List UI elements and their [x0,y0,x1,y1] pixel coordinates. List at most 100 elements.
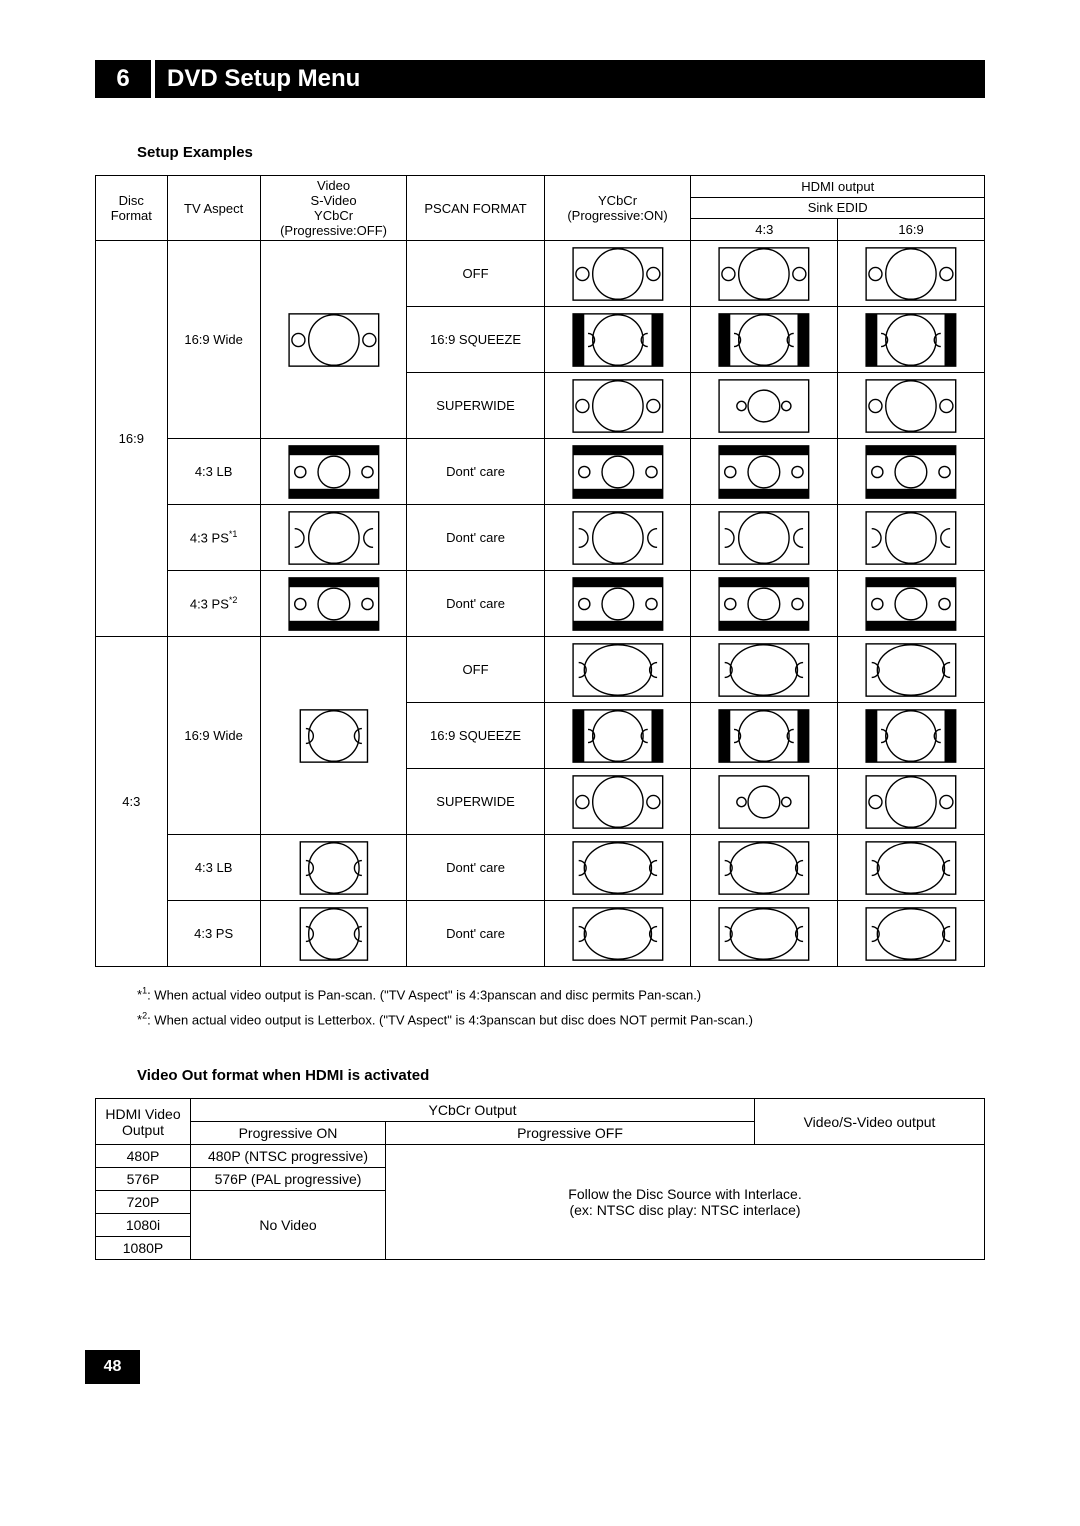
disc-169: 16:9 [96,241,168,637]
pon-576: 576P (PAL progressive) [191,1168,386,1191]
fn2-text: : When actual video output is Letterbox.… [147,1012,753,1027]
row-480p: 480P [96,1145,191,1168]
diag [838,307,985,373]
scene-icon [842,378,980,434]
scene-icon [265,576,403,632]
pscan-squeeze: 16:9 SQUEEZE [407,307,544,373]
setup-examples-table: Disc Format TV Aspect Video S-Video YCbC… [95,175,985,967]
chapter-title: DVD Setup Menu [155,65,360,93]
scene-icon [842,576,980,632]
th-pon: Progressive ON [191,1122,386,1145]
scene-icon [549,576,687,632]
pscan-off: OFF [407,241,544,307]
page-number: 48 [85,1350,140,1384]
chapter-number: 6 [95,60,155,98]
pscan-dc: Dont' care [407,835,544,901]
aspect-169wide-b: 16:9 Wide [167,637,260,835]
scene-icon [842,774,980,830]
scene-icon [695,840,833,896]
diag [544,241,691,307]
pscan-dc: Dont' care [407,505,544,571]
scene-icon [265,312,403,368]
pscan-dc: Dont' care [407,439,544,505]
row-576p: 576P [96,1168,191,1191]
pscan-superwide: SUPERWIDE [407,769,544,835]
pon-novideo: No Video [191,1191,386,1260]
th-43: 4:3 [691,219,838,241]
scene-icon [549,642,687,698]
diag [260,835,407,901]
row-720p: 720P [96,1191,191,1214]
pscan-dc: Dont' care [407,571,544,637]
scene-icon [695,246,833,302]
th-video: Video S-Video YCbCr (Progressive:OFF) [260,176,407,241]
diag [544,505,691,571]
scene-icon [549,444,687,500]
diag [838,241,985,307]
diag [691,835,838,901]
scene-icon [549,378,687,434]
aspect-43ps-b: 4:3 PS [167,901,260,967]
diag [260,637,407,835]
scene-icon [549,510,687,566]
scene-icon [842,708,980,764]
row-1080p: 1080P [96,1237,191,1260]
diag [544,373,691,439]
follow-cell: Follow the Disc Source with Interlace. (… [386,1145,985,1260]
diag [691,571,838,637]
aspect-43lb-b: 4:3 LB [167,835,260,901]
diag [544,307,691,373]
scene-icon [549,246,687,302]
disc-43: 4:3 [96,637,168,967]
scene-icon [549,774,687,830]
th-vs-out: Video/S-Video output [755,1099,985,1145]
diag [838,571,985,637]
scene-icon [695,642,833,698]
scene-icon [549,840,687,896]
diag [544,769,691,835]
diag [260,571,407,637]
pscan-superwide: SUPERWIDE [407,373,544,439]
diag [260,241,407,439]
diag [838,835,985,901]
scene-icon [695,576,833,632]
section-setup-examples: Setup Examples [137,144,985,161]
diag [544,703,691,769]
diag [260,439,407,505]
scene-icon [549,906,687,962]
th-ycbcr-out: YCbCr Output [191,1099,755,1122]
th-pscan: PSCAN FORMAT [407,176,544,241]
th-disc: Disc Format [96,176,168,241]
scene-icon [265,906,403,962]
diag [691,769,838,835]
diag [260,901,407,967]
scene-icon [842,642,980,698]
diag [691,703,838,769]
scene-icon [842,246,980,302]
scene-icon [695,510,833,566]
diag [691,505,838,571]
diag [838,703,985,769]
hdmi-table: HDMI Video Output YCbCr Output Video/S-V… [95,1098,985,1260]
scene-icon [842,312,980,368]
diag [260,505,407,571]
diag [691,439,838,505]
scene-icon [842,510,980,566]
scene-icon [265,708,403,764]
pscan-squeeze: 16:9 SQUEEZE [407,703,544,769]
diag [544,439,691,505]
diag [691,373,838,439]
scene-icon [842,906,980,962]
scene-icon [695,774,833,830]
th-169: 16:9 [838,219,985,241]
diag [691,241,838,307]
th-hdmi: HDMI output [691,176,985,198]
aspect-43ps1: 4:3 PS*1 [167,505,260,571]
th-aspect: TV Aspect [167,176,260,241]
th-ycbcr: YCbCr (Progressive:ON) [544,176,691,241]
scene-icon [695,444,833,500]
diag [691,901,838,967]
diag [838,373,985,439]
row-1080i: 1080i [96,1214,191,1237]
fn1-text: : When actual video output is Pan-scan. … [147,987,701,1002]
